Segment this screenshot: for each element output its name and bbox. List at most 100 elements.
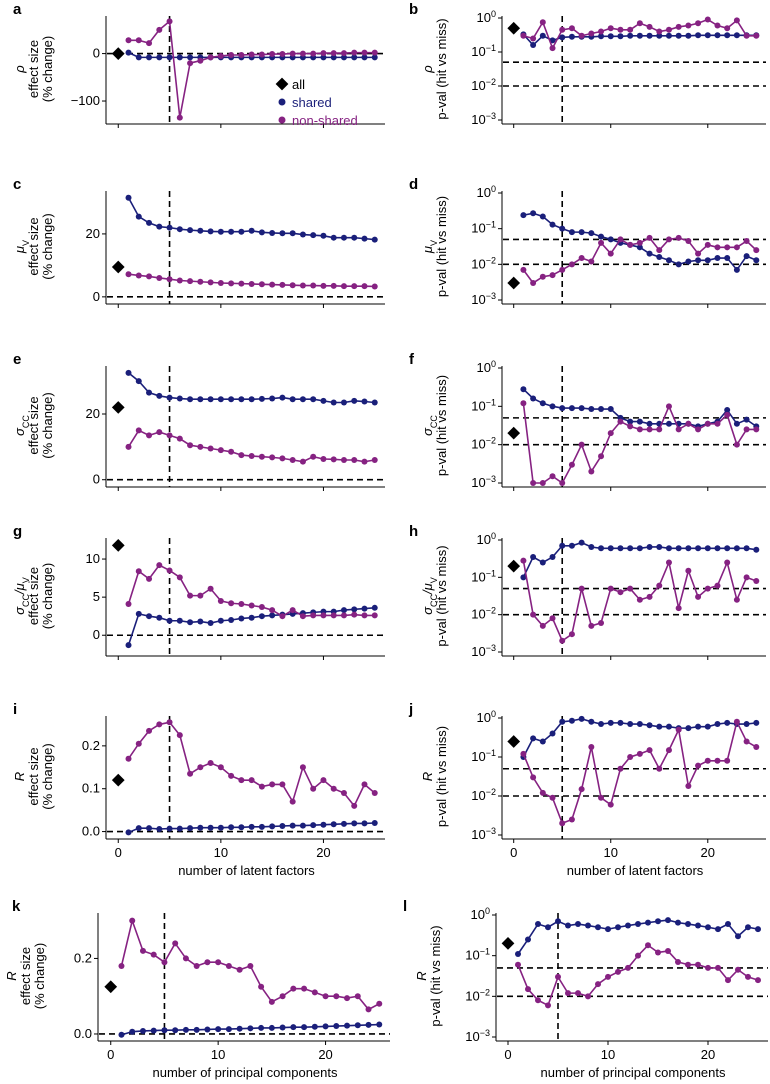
point-shared — [520, 212, 527, 219]
point-non-shared — [646, 234, 653, 241]
point-shared — [607, 719, 614, 726]
point-non-shared — [627, 585, 634, 592]
ylabel-effect-size: effect size — [18, 947, 33, 1005]
point-non-shared — [135, 37, 142, 44]
point-shared — [530, 554, 537, 561]
point-non-shared — [301, 985, 308, 992]
y-tick-label: 10−1 — [465, 947, 490, 963]
ylabel-percent-change: (% change) — [40, 36, 55, 102]
point-shared — [636, 545, 643, 552]
point-shared — [290, 1024, 297, 1031]
x-tick-label: 10 — [211, 1047, 225, 1062]
point-non-shared — [685, 238, 692, 245]
point-non-shared — [588, 744, 595, 751]
y-tick-label: 10−2 — [471, 436, 496, 452]
point-non-shared — [733, 596, 740, 603]
point-shared — [258, 229, 265, 236]
point-shared — [279, 1024, 286, 1031]
point-shared — [197, 227, 204, 234]
point-shared — [269, 229, 276, 236]
point-non-shared — [714, 757, 721, 764]
point-non-shared — [217, 280, 224, 287]
point-shared — [539, 738, 546, 745]
point-shared — [520, 574, 527, 581]
point-shared — [530, 210, 537, 217]
point-shared — [530, 42, 537, 49]
point-shared — [187, 227, 194, 234]
point-shared — [559, 718, 566, 725]
point-non-shared — [636, 596, 643, 603]
point-non-shared — [289, 607, 296, 614]
point-non-shared — [733, 441, 740, 448]
point-shared — [238, 824, 245, 831]
point-shared — [559, 542, 566, 549]
y-tick-label: 10−3 — [471, 643, 496, 659]
point-shared — [330, 234, 337, 241]
point-shared — [269, 823, 276, 830]
point-shared — [735, 933, 741, 940]
point-non-shared — [595, 981, 601, 988]
point-shared — [354, 1022, 361, 1029]
point-shared — [176, 825, 183, 832]
point-non-shared — [258, 983, 265, 990]
point-non-shared — [535, 997, 541, 1004]
y-tick-label: 100 — [477, 184, 496, 200]
all-marker — [111, 538, 125, 552]
legend-shared-label: shared — [292, 95, 332, 110]
point-non-shared — [617, 418, 624, 425]
point-non-shared — [340, 612, 347, 619]
point-non-shared — [714, 420, 721, 427]
all-marker — [111, 47, 125, 60]
point-shared — [217, 617, 224, 624]
point-non-shared — [279, 613, 286, 620]
point-shared — [549, 221, 556, 228]
point-shared — [187, 54, 194, 61]
x-tick-label: 0 — [107, 1047, 114, 1062]
point-shared — [351, 606, 358, 613]
point-shared — [238, 228, 245, 235]
ylabel-percent-change: (% change) — [40, 392, 55, 458]
point-shared — [733, 32, 740, 39]
point-shared — [695, 32, 702, 39]
point-non-shared — [520, 400, 527, 407]
ylabel-effect-size: effect size — [26, 217, 41, 275]
point-non-shared — [743, 738, 750, 745]
point-non-shared — [578, 255, 585, 262]
point-shared — [176, 395, 183, 402]
point-shared — [704, 32, 711, 39]
point-shared — [724, 407, 731, 414]
point-non-shared — [753, 577, 760, 584]
point-shared — [238, 396, 245, 403]
ylabel-pval: p-val (hit vs miss) — [434, 545, 449, 646]
point-non-shared — [310, 453, 317, 460]
point-shared — [685, 32, 692, 39]
point-non-shared — [549, 794, 556, 801]
point-shared — [340, 820, 347, 827]
point-shared — [228, 396, 235, 403]
point-non-shared — [627, 754, 634, 760]
point-shared — [340, 607, 347, 614]
panel-label-a: a — [13, 1, 22, 18]
point-non-shared — [290, 985, 297, 992]
point-shared — [743, 545, 750, 552]
point-shared — [585, 922, 591, 929]
point-shared — [146, 54, 153, 61]
point-shared — [376, 1021, 383, 1028]
point-non-shared — [755, 977, 761, 984]
point-non-shared — [320, 777, 327, 784]
legend: all shared non-shared — [275, 77, 358, 128]
point-non-shared — [568, 261, 575, 268]
point-non-shared — [646, 593, 653, 600]
point-shared — [559, 225, 566, 232]
ylabel-symbol: σCC — [420, 415, 439, 436]
point-non-shared — [258, 783, 265, 790]
point-non-shared — [279, 993, 286, 1000]
ylabel-percent-change: (% change) — [40, 213, 55, 279]
point-non-shared — [685, 567, 692, 574]
series-line-non-shared — [127, 721, 376, 808]
panel-label-g: g — [13, 523, 22, 540]
point-non-shared — [340, 790, 347, 796]
point-shared — [665, 917, 671, 924]
point-non-shared — [675, 605, 682, 612]
